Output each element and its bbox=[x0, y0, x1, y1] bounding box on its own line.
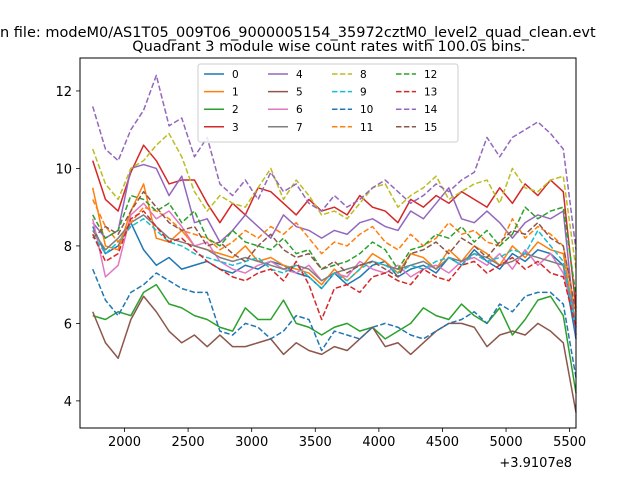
series-line-10 bbox=[92, 268, 577, 378]
legend-label-10: 10 bbox=[360, 104, 373, 116]
x-tick-label: 2000 bbox=[108, 435, 141, 450]
legend-label-3: 3 bbox=[232, 122, 239, 134]
x-tick-label: 2500 bbox=[172, 435, 205, 450]
series-line-9 bbox=[92, 218, 577, 328]
x-axis: 2000 2500 3000 3500 4000 4500 5000 5500 bbox=[108, 428, 586, 450]
legend-label-5: 5 bbox=[296, 87, 303, 99]
legend-label-7: 7 bbox=[296, 122, 303, 134]
legend-label-4: 4 bbox=[296, 69, 303, 81]
series-lines-group bbox=[91, 74, 577, 413]
legend-label-12: 12 bbox=[424, 69, 437, 81]
x-tick-label: 4000 bbox=[362, 435, 395, 450]
y-axis: 4 6 8 10 12 bbox=[55, 85, 80, 410]
series-line-2 bbox=[92, 283, 577, 394]
y-tick-label: 10 bbox=[55, 162, 72, 177]
x-tick-label: 5500 bbox=[553, 435, 586, 450]
series-line-14 bbox=[92, 74, 577, 250]
legend-label-15: 15 bbox=[424, 122, 437, 134]
legend-box bbox=[197, 63, 459, 143]
series-line-1 bbox=[91, 183, 577, 328]
chart-title: Quadrant 3 module wise count rates with … bbox=[132, 39, 526, 55]
legend-label-9: 9 bbox=[360, 87, 367, 99]
y-tick-label: 12 bbox=[55, 85, 72, 100]
series-line-12 bbox=[92, 194, 577, 297]
legend-label-1: 1 bbox=[232, 87, 239, 99]
y-tick-label: 8 bbox=[64, 240, 72, 255]
y-tick-label: 4 bbox=[64, 395, 72, 410]
legend-label-14: 14 bbox=[424, 104, 438, 116]
x-tick-label: 5000 bbox=[490, 435, 523, 450]
series-line-15 bbox=[92, 190, 577, 312]
legend-label-8: 8 bbox=[360, 69, 367, 81]
x-offset-label: +3.9107e8 bbox=[499, 456, 572, 471]
series-line-11 bbox=[92, 199, 577, 316]
legend-label-6: 6 bbox=[296, 104, 303, 116]
figure-suptitle: n file: modeM0/AS1T05_009T06_9000005154_… bbox=[0, 25, 596, 41]
legend-label-2: 2 bbox=[232, 104, 239, 116]
legend-label-13: 13 bbox=[424, 87, 437, 99]
plot-frame bbox=[79, 57, 577, 429]
series-line-4 bbox=[92, 163, 577, 336]
x-tick-label: 3500 bbox=[299, 435, 332, 450]
series-line-8 bbox=[92, 132, 577, 270]
y-tick-label: 6 bbox=[64, 317, 72, 332]
series-line-5 bbox=[92, 295, 577, 413]
legend-label-11: 11 bbox=[360, 122, 373, 134]
x-tick-label: 4500 bbox=[426, 435, 459, 450]
legend-label-0: 0 bbox=[232, 69, 239, 81]
x-tick-label: 3000 bbox=[235, 435, 268, 450]
